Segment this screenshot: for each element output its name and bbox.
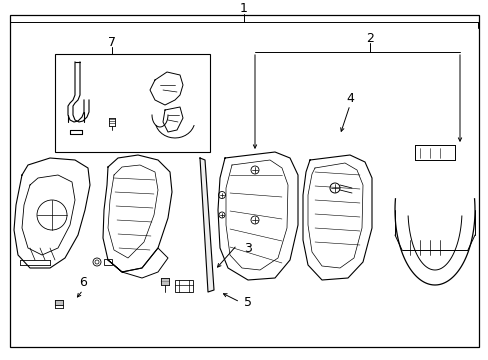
Bar xyxy=(55,54,209,152)
Text: 7: 7 xyxy=(108,36,116,49)
Text: 6: 6 xyxy=(79,276,87,289)
Text: 5: 5 xyxy=(244,296,251,309)
Polygon shape xyxy=(200,158,214,292)
Text: 1: 1 xyxy=(240,3,247,15)
Bar xyxy=(104,259,112,265)
Text: 2: 2 xyxy=(366,31,373,45)
Text: 4: 4 xyxy=(346,91,353,104)
Text: 3: 3 xyxy=(244,242,251,255)
Bar xyxy=(175,280,193,292)
